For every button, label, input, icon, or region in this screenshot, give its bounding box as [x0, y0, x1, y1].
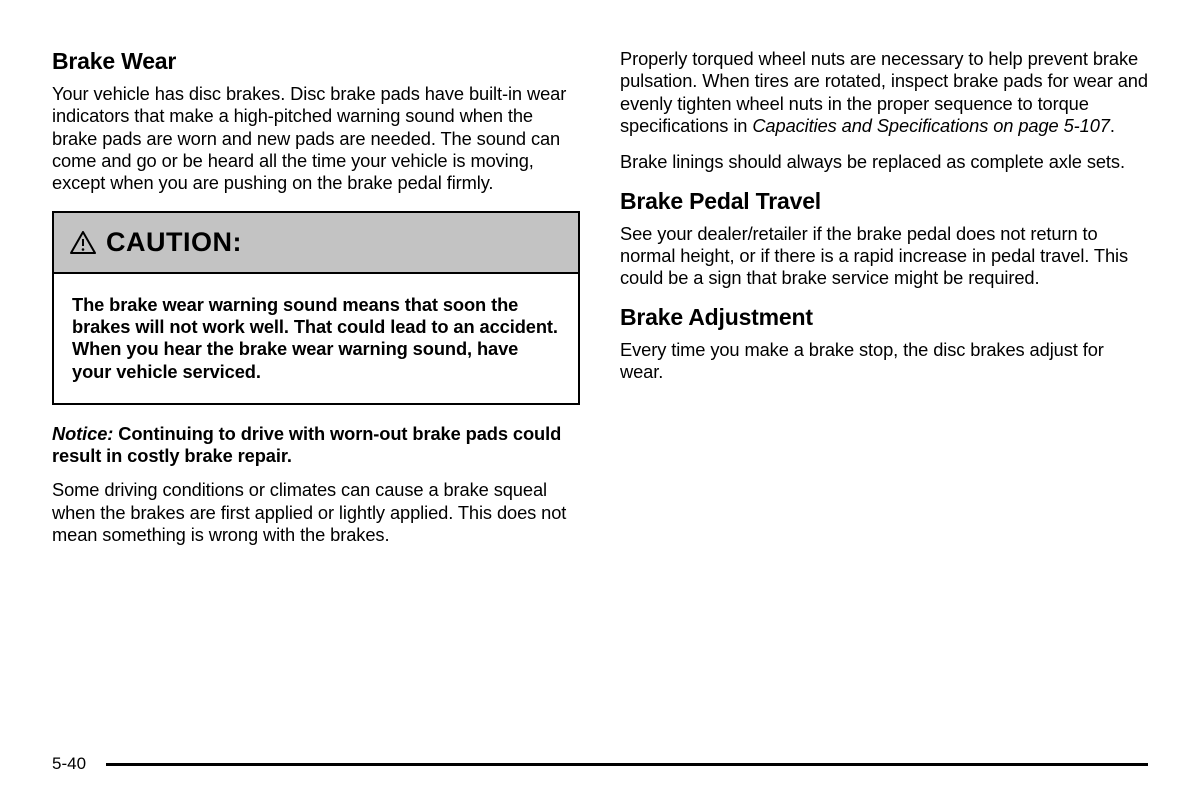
two-column-layout: Brake Wear Your vehicle has disc brakes.…: [52, 48, 1148, 560]
caution-body: The brake wear warning sound means that …: [54, 274, 578, 403]
page-footer: 5-40: [52, 754, 1148, 774]
heading-brake-wear: Brake Wear: [52, 48, 580, 75]
brake-adjustment-paragraph: Every time you make a brake stop, the di…: [620, 339, 1148, 384]
notice-paragraph: Notice: Continuing to drive with worn-ou…: [52, 423, 580, 468]
heading-brake-adjustment: Brake Adjustment: [620, 304, 1148, 331]
brake-wear-para-2: Some driving conditions or climates can …: [52, 479, 580, 546]
left-column: Brake Wear Your vehicle has disc brakes.…: [52, 48, 580, 560]
caution-body-text: The brake wear warning sound means that …: [72, 294, 560, 383]
torque-paragraph: Properly torqued wheel nuts are necessar…: [620, 48, 1148, 137]
brake-wear-para-1: Your vehicle has disc brakes. Disc brake…: [52, 83, 580, 195]
caution-title: CAUTION:: [106, 227, 242, 258]
right-column: Properly torqued wheel nuts are necessar…: [620, 48, 1148, 560]
page-number: 5-40: [52, 754, 86, 774]
warning-triangle-icon: [70, 231, 96, 254]
torque-text-c: .: [1110, 115, 1115, 136]
notice-body: Continuing to drive with worn-out brake …: [52, 423, 561, 466]
heading-pedal-travel: Brake Pedal Travel: [620, 188, 1148, 215]
spec-reference-italic: Capacities and Specifications on page 5-…: [752, 115, 1110, 136]
pedal-travel-paragraph: See your dealer/retailer if the brake pe…: [620, 223, 1148, 290]
caution-box: CAUTION: The brake wear warning sound me…: [52, 211, 580, 405]
caution-header: CAUTION:: [54, 213, 578, 274]
linings-paragraph: Brake linings should always be replaced …: [620, 151, 1148, 173]
footer-rule: [106, 763, 1148, 766]
notice-label: Notice:: [52, 423, 113, 444]
